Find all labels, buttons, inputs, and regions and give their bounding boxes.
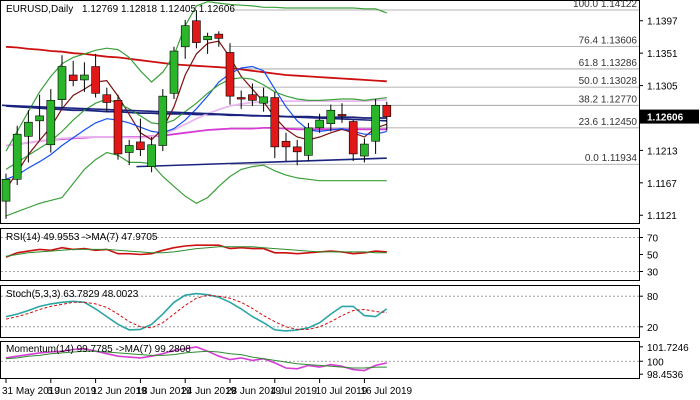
current-price-tag: [640, 109, 699, 124]
stoch-series-line: [5, 292, 388, 332]
fib-label: 50.0 1.13028: [579, 76, 638, 87]
moving-average-line: [5, 105, 387, 119]
candle-body: [68, 74, 78, 81]
y-tick-label: 1.1351: [647, 49, 678, 60]
price-layer: 100.0 1.14122 76.4 1.13606 61.8 1.13286 50.…: [1, 0, 699, 222]
fib-label: 0.0 1.11934: [585, 153, 638, 164]
moving-average-line: [5, 40, 387, 190]
candle-body: [124, 145, 134, 153]
moving-average-line: [5, 151, 387, 217]
rsi-y-tick-label: 50: [647, 251, 659, 262]
candle-body: [304, 127, 313, 156]
current-price-label: 1.12606: [647, 113, 684, 124]
fib-label: 100.0 1.14122: [573, 0, 637, 10]
candle-body: [248, 94, 257, 101]
rsi-series-line: [5, 246, 387, 257]
candle-body: [203, 35, 212, 41]
candle-body: [147, 144, 156, 167]
candle-body: [35, 115, 44, 122]
candle-body: [315, 119, 324, 129]
stoch-panel-title: Stoch(5,3,3) 63.7829 48.0023: [6, 289, 139, 300]
momentum-panel-frame: [0, 341, 640, 379]
candle-body: [158, 95, 168, 146]
candle-body: [382, 105, 392, 117]
candle-body: [136, 141, 145, 151]
x-tick-label: 10 Jul 2019: [316, 386, 368, 397]
candle-body: [1, 179, 11, 202]
candle-body: [337, 114, 347, 117]
moving-average-line: [5, 77, 387, 170]
candle-body: [225, 52, 235, 97]
price-panel-frame: [0, 0, 640, 224]
momentum-series-line: [5, 350, 387, 369]
candle-body: [326, 109, 336, 124]
candle-body: [80, 74, 89, 81]
fib-label: 23.6 1.12450: [579, 117, 638, 128]
trendline: [1, 104, 387, 122]
candle-body: [24, 121, 33, 137]
x-tick-label: 31 May 2019: [2, 386, 60, 397]
rsi-layer: 70 50 30: [1, 234, 659, 279]
x-tick-label: 18 Jun 2019: [136, 386, 191, 397]
rsi-y-tick-label: 70: [647, 234, 659, 245]
y-tick-label: 1.1167: [647, 179, 677, 190]
candle-body: [102, 94, 112, 103]
momentum-y-tick-label: 100: [647, 357, 664, 368]
candle-body: [348, 121, 358, 155]
x-tick-label: 24 Jun 2019: [181, 386, 236, 397]
momentum-panel-title: Momentum(14) 99.7785 ->MA(7) 99.2808: [6, 344, 191, 355]
price-panel-title: EURUSD,Daily 1.12769 1.12818 1.12405 1.1…: [6, 4, 235, 15]
candle-body: [259, 96, 268, 104]
symbol-label: EURUSD,Daily: [6, 4, 73, 15]
stoch-layer: 80 20: [1, 292, 659, 334]
fib-label: 76.4 1.13606: [579, 35, 638, 46]
x-tick-label: 12 Jun 2019: [92, 386, 147, 397]
stoch-y-tick-label: 80: [647, 292, 659, 303]
candle-body: [46, 100, 56, 146]
rsi-y-tick-label: 30: [647, 268, 659, 279]
stoch-panel-frame: [0, 285, 640, 338]
moving-average-line: [5, 98, 387, 147]
momentum-y-tick-label: 101.7246: [647, 343, 689, 354]
candle-body: [292, 146, 302, 153]
candle-body: [270, 97, 280, 148]
moving-average-line: [5, 1, 388, 152]
momentum-layer: 101.7246 100 98.4536: [1, 343, 689, 381]
y-tick-label: 1.1397: [647, 17, 678, 28]
candle-body: [169, 50, 179, 94]
moving-average-line: [5, 45, 387, 83]
candle-body: [236, 97, 246, 100]
candle-body: [180, 25, 190, 48]
candle-body: [214, 33, 224, 39]
candle-body: [57, 66, 67, 100]
stoch-series-line: [5, 294, 387, 330]
momentum-y-tick-label: 98.4536: [647, 370, 684, 381]
x-tick-label: 6 Jun 2019: [47, 386, 97, 397]
candle-body: [91, 66, 100, 94]
x-tick-label: 28 Jun 2019: [226, 386, 281, 397]
x-tick-label: 16 Jul 2019: [360, 386, 412, 397]
candle-body: [360, 143, 369, 157]
candle-body: [113, 100, 123, 155]
candle-body: [12, 133, 22, 180]
fib-label: 61.8 1.13286: [579, 58, 638, 69]
ohlc-label: 1.12769 1.12818 1.12405 1.12606: [82, 4, 235, 15]
momentum-series-line: [5, 346, 387, 372]
y-tick-label: 1.1213: [647, 146, 678, 157]
y-tick-label: 1.1305: [647, 82, 678, 93]
y-tick-label: 1.1121: [647, 211, 677, 222]
rsi-panel-title: RSI(14) 49.9553 ->MA(7) 47.9705: [6, 232, 158, 243]
stoch-y-tick-label: 20: [647, 323, 659, 334]
fib-label: 38.2 1.12770: [579, 94, 638, 105]
x-tick-label: 4 Jul 2019: [271, 386, 318, 397]
moving-average-line: [5, 65, 387, 180]
candle-body: [371, 105, 380, 142]
candle-body: [281, 140, 291, 148]
candle-body: [192, 20, 201, 43]
trendline: [136, 157, 387, 168]
